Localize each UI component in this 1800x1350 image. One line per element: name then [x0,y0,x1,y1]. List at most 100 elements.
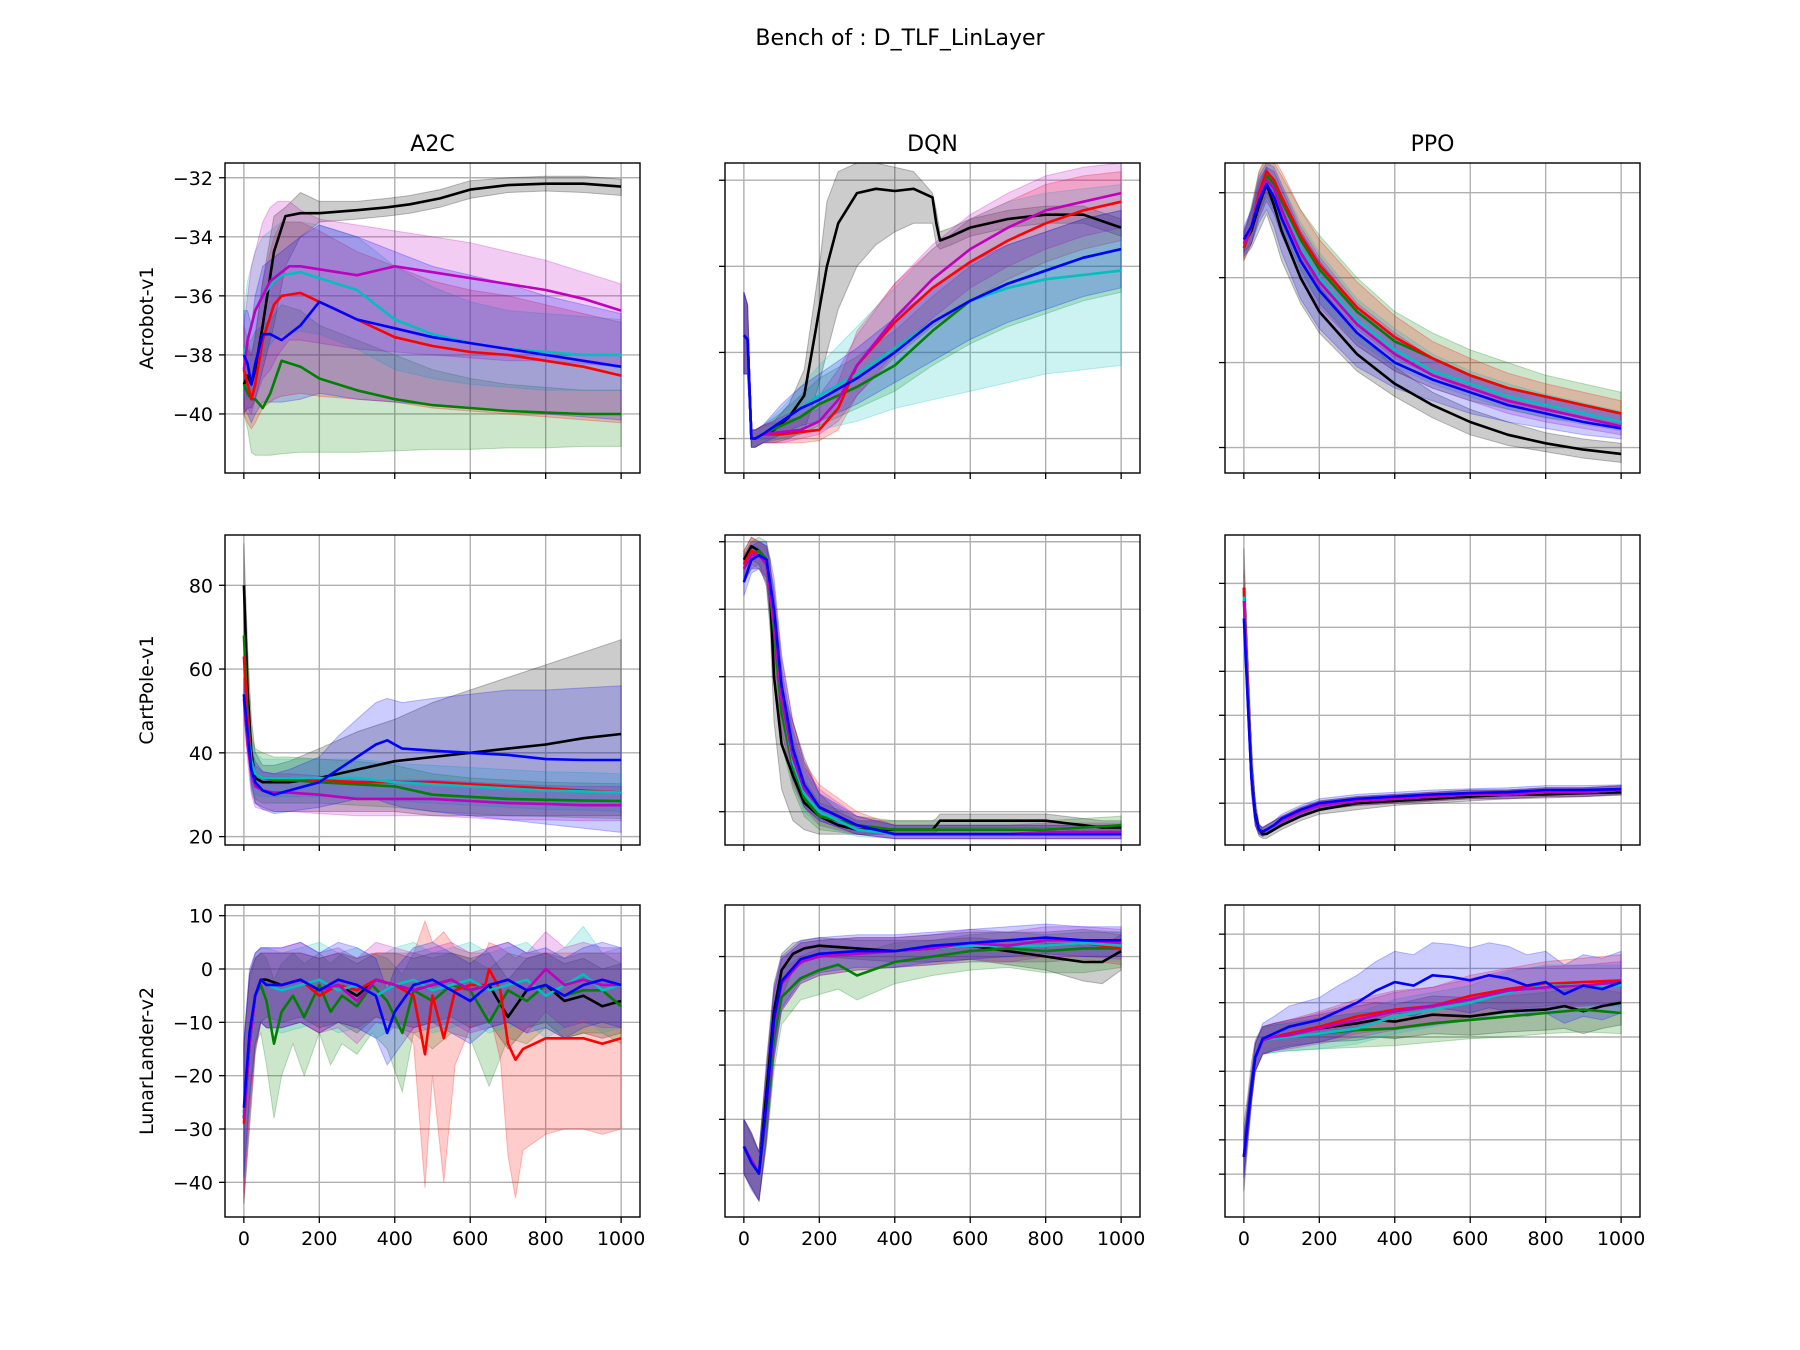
subplot-2: DQN [719,132,1141,479]
plot-area [1242,163,1622,463]
confidence-band-red [743,928,1122,1203]
confidence-band-red [743,536,1122,840]
y-tick-label: −36 [173,286,213,308]
confidence-band-blue [1243,600,1622,837]
y-axis-label: LunarLander-v2 [136,987,158,1135]
axes-frame [1224,904,1641,1218]
confidence-band-green [243,610,622,820]
x-tick-label: 800 [1028,1228,1064,1250]
figure-title: Bench of : D_TLF_LinLayer [755,26,1045,51]
x-tick-label: 400 [377,1228,413,1250]
y-tick-label: 20 [189,827,213,849]
y-tick-label: −40 [173,404,213,426]
confidence-band-cyan [243,221,622,400]
series-line-blue [1242,182,1622,430]
subplot-title: PPO [1411,132,1455,157]
subplot-7: 0 200 400 600 800 1000 −40 −30 −20 −10 0 10 LunarLan… [136,904,645,1250]
confidence-band-red [243,221,622,430]
x-tick-label: 400 [877,1228,913,1250]
x-tick-label: 0 [738,1228,750,1250]
confidence-band-magenta [743,926,1122,1203]
y-tick-label: −32 [173,168,213,190]
x-tick-label: 800 [1528,1228,1564,1250]
x-tick-label: 600 [952,1228,988,1250]
y-tick-label: −38 [173,345,213,367]
series-line-blue [742,553,1122,836]
y-tick-label: −30 [173,1119,213,1141]
subplot-title: DQN [907,132,958,157]
x-tick-label: 200 [801,1228,837,1250]
axes-frame [224,162,641,474]
confidence-band-black [243,175,622,416]
confidence-band-cyan [743,541,1122,840]
series-line-blue [1242,974,1622,1158]
y-tick-label: 80 [189,575,213,597]
confidence-band-green [1243,986,1622,1178]
series-line-blue [242,694,622,796]
series-line-blue [1242,618,1622,834]
plot-area [242,175,622,456]
x-tick-label: 0 [1238,1228,1250,1250]
confidence-band-cyan [1243,964,1622,1178]
plot-area [1242,942,1622,1192]
confidence-band-cyan [743,183,1122,448]
y-tick-label: 40 [189,743,213,765]
plot-area [742,536,1122,840]
confidence-band-blue [1243,942,1622,1178]
x-tick-label: 1000 [1597,1228,1645,1250]
subplot-5 [719,534,1141,851]
confidence-band-green [743,931,1122,1203]
x-tick-label: 600 [1452,1228,1488,1250]
x-tick-label: 1000 [1097,1228,1145,1250]
subplot-3: PPO [1219,132,1641,479]
subplot-grid: −40 −38 −36 −34 −32 A2C Acrobot-v1 DQN PPO 20 40 60… [136,132,1645,1250]
axes-frame [224,534,641,846]
plot-area [242,919,622,1204]
confidence-band-black [243,952,622,1204]
y-axis-label: CartPole-v1 [136,635,158,744]
y-tick-label: −40 [173,1172,213,1194]
y-tick-label: 10 [189,906,213,928]
y-tick-label: −10 [173,1012,213,1034]
confidence-band-cyan [743,928,1122,1203]
confidence-band-red [743,171,1122,448]
series-line-blue [742,247,1122,440]
subplot-8: 0 200 400 600 800 1000 [719,904,1145,1250]
plot-area [242,543,622,833]
axes-frame [724,534,1141,846]
confidence-band-blue [243,677,622,833]
confidence-band-magenta [243,677,622,822]
confidence-band-magenta [243,931,622,1194]
axes-frame [1224,534,1641,846]
x-tick-label: 200 [1301,1228,1337,1250]
series-line-cyan [242,694,622,794]
y-axis-label: Acrobot-v1 [136,267,158,370]
x-tick-label: 0 [238,1228,250,1250]
confidence-band-red [1243,570,1622,837]
confidence-band-cyan [1243,578,1622,837]
x-tick-label: 1000 [597,1228,645,1250]
y-tick-label: −34 [173,227,213,249]
subplot-title: A2C [410,132,454,157]
y-tick-label: 60 [189,659,213,681]
axes-frame [724,904,1141,1218]
confidence-band-green [1243,574,1622,837]
confidence-band-magenta [743,541,1122,840]
x-tick-label: 400 [1377,1228,1413,1250]
axes-frame [724,162,1141,474]
subplot-9: 0 200 400 600 800 1000 [1219,904,1645,1250]
series-line-magenta [242,265,622,370]
series-line-blue [242,978,622,1108]
y-tick-label: −20 [173,1066,213,1088]
series-line-green [242,359,622,416]
x-tick-label: 200 [301,1228,337,1250]
series-line-red [1242,170,1622,415]
y-tick-label: 0 [201,959,213,981]
confidence-band-blue [743,923,1122,1203]
subplot-4: 20 40 60 80 CartPole-v1 [136,534,641,851]
axes-frame [1224,162,1641,474]
confidence-band-magenta [1243,583,1622,837]
axes-frame [224,904,641,1218]
x-tick-label: 600 [452,1228,488,1250]
